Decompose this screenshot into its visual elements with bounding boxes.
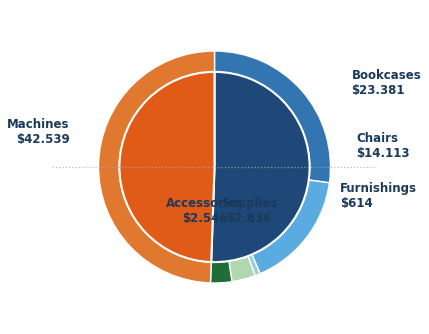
- Text: Machines
$42.539: Machines $42.539: [7, 118, 69, 146]
- Wedge shape: [214, 51, 330, 183]
- Wedge shape: [229, 256, 255, 282]
- Text: Furnishings
$614: Furnishings $614: [340, 182, 417, 210]
- Wedge shape: [211, 72, 310, 262]
- Text: Bookcases
$23.381: Bookcases $23.381: [351, 69, 421, 98]
- Wedge shape: [248, 255, 260, 276]
- Wedge shape: [211, 261, 232, 283]
- Wedge shape: [119, 72, 214, 262]
- Text: Supplies
$2.836: Supplies $2.836: [221, 197, 278, 225]
- Wedge shape: [99, 51, 214, 283]
- Wedge shape: [252, 180, 329, 274]
- Text: Chairs
$14.113: Chairs $14.113: [356, 132, 410, 160]
- Text: Accessories
$2.546: Accessories $2.546: [166, 197, 244, 225]
